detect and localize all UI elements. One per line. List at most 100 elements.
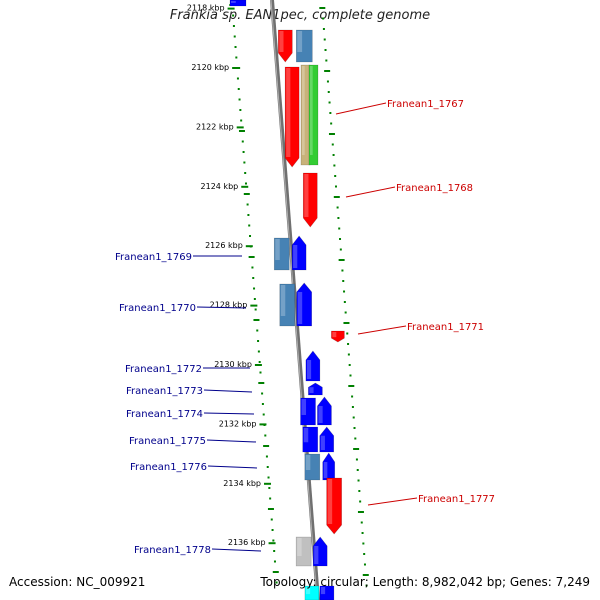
gene-label-franean1-1778[interactable]: Franean1_1778	[134, 545, 211, 556]
tick-mark	[343, 290, 346, 293]
gene-label-franean1-1777[interactable]: Franean1_1777	[418, 494, 495, 505]
tick-label: 2130 kbp	[214, 360, 252, 369]
tick-mark	[354, 437, 357, 440]
gene-highlight	[297, 538, 302, 556]
tick-mark	[348, 385, 355, 387]
tick-mark	[242, 151, 245, 153]
gene-label-franean1-1770[interactable]: Franean1_1770	[119, 303, 196, 314]
gene-highlight	[309, 66, 313, 155]
gene-highlight	[320, 587, 326, 595]
tick-major	[245, 245, 253, 248]
gene-feature[interactable]	[312, 536, 328, 567]
tick-mark	[262, 413, 265, 416]
gene-label-franean1-1774[interactable]: Franean1_1774	[126, 409, 203, 420]
gene-feature[interactable]	[279, 283, 296, 327]
gene-highlight	[323, 462, 328, 478]
tick-mark	[362, 574, 369, 576]
tick-major	[259, 423, 267, 426]
tick-mark	[338, 259, 345, 261]
tick-mark	[363, 563, 366, 566]
gene-label-franean1-1771[interactable]: Franean1_1771	[407, 322, 484, 333]
gene-highlight	[301, 399, 307, 415]
tick-mark	[330, 122, 333, 125]
gene-feature[interactable]	[296, 29, 313, 63]
tick-mark	[236, 77, 239, 80]
gene-feature[interactable]	[319, 426, 335, 453]
gene-highlight	[297, 292, 303, 324]
gene-feature[interactable]	[278, 29, 293, 63]
accession: Accession: NC_009921	[9, 575, 146, 589]
gene-feature[interactable]	[308, 64, 319, 166]
tick-labels: 2118 kbp 2120 kbp 2122 kbp 2124 kbp 2126 kbp…	[187, 4, 276, 547]
gene-label-franean1-1768[interactable]: Franean1_1768	[396, 183, 473, 194]
gene-highlight	[305, 587, 311, 595]
tick-mark	[338, 227, 341, 230]
gene-label-franean1-1767[interactable]: Franean1_1767	[387, 99, 464, 110]
gene-feature[interactable]	[295, 536, 312, 567]
tick-mark	[339, 248, 342, 251]
tick-mark	[232, 14, 235, 17]
gene-label-franean1-1775[interactable]: Franean1_1775	[129, 436, 206, 447]
tick-major	[232, 67, 240, 69]
gene-feature[interactable]	[302, 172, 318, 228]
gene-feature[interactable]	[305, 350, 321, 382]
tick-mark	[264, 434, 267, 437]
tick-mark	[328, 101, 331, 104]
tick-mark	[336, 206, 339, 209]
tick-mark	[343, 322, 350, 324]
tick-mark	[253, 287, 256, 290]
gene-feature[interactable]	[326, 477, 342, 535]
gene-label-franean1-1772[interactable]: Franean1_1772	[125, 364, 202, 375]
label-leaders	[193, 102, 418, 552]
gene-highlight	[280, 285, 286, 316]
gene-features	[229, 0, 345, 600]
gene-label-franean1-1773[interactable]: Franean1_1773	[126, 386, 203, 397]
gene-feature[interactable]	[284, 66, 300, 168]
tick-track-right	[319, 7, 369, 587]
gene-feature[interactable]	[304, 453, 321, 481]
gene-highlight	[304, 174, 309, 217]
tick-label: 2134 kbp	[223, 479, 261, 488]
map-title: Frankia sp. EAN1pec, complete genome	[169, 8, 431, 23]
gene-feature[interactable]	[302, 426, 319, 453]
gene-feature[interactable]	[229, 0, 247, 7]
label-leader	[203, 412, 255, 415]
tick-mark	[238, 98, 241, 101]
tick-mark	[261, 392, 264, 395]
gene-feature[interactable]	[331, 330, 345, 343]
gene-label-franean1-1769[interactable]: Franean1_1769	[115, 252, 192, 263]
gene-feature[interactable]	[304, 585, 320, 600]
label-leader	[357, 325, 407, 335]
gene-feature[interactable]	[296, 282, 312, 327]
gene-feature[interactable]	[291, 235, 307, 271]
tick-label: 2126 kbp	[205, 241, 243, 250]
gene-feature[interactable]	[273, 237, 290, 271]
tick-mark	[238, 130, 245, 132]
gene-feature[interactable]	[317, 396, 332, 426]
label-leader	[207, 465, 258, 469]
gene-label-franean1-1776[interactable]: Franean1_1776	[130, 462, 207, 473]
tick-major	[227, 7, 235, 10]
tick-mark	[247, 214, 250, 216]
tick-mark	[273, 550, 276, 552]
tick-mark	[333, 164, 336, 167]
tick-major	[254, 364, 262, 366]
tick-mark	[258, 382, 265, 384]
tick-mark	[263, 445, 270, 447]
gene-feature[interactable]	[308, 382, 323, 396]
tick-mark	[322, 28, 325, 30]
tick-mark	[249, 235, 252, 237]
gene-feature[interactable]	[322, 452, 336, 481]
tick-label: 2128 kbp	[210, 301, 248, 310]
gene-highlight	[320, 435, 325, 450]
tick-mark	[233, 35, 236, 38]
tick-mark	[323, 38, 326, 41]
gene-feature[interactable]	[300, 397, 316, 426]
tick-major	[236, 126, 244, 129]
tick-mark	[258, 361, 261, 363]
gene-feature[interactable]	[319, 585, 335, 600]
gene-highlight	[293, 245, 298, 268]
tick-mark	[267, 508, 274, 510]
tick-mark	[339, 238, 342, 240]
tick-label: 2132 kbp	[219, 419, 257, 428]
